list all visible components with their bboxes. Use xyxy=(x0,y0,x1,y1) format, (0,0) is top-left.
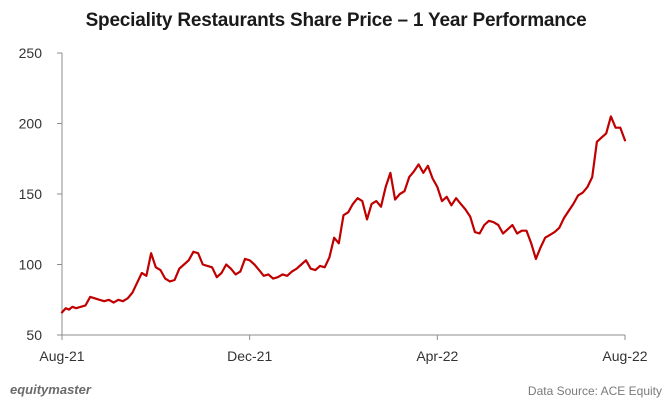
brand-logo: equitymaster xyxy=(10,382,91,397)
x-tick-label: Apr-22 xyxy=(416,348,458,364)
y-tick-label: 100 xyxy=(19,257,43,273)
y-tick-label: 50 xyxy=(26,327,42,343)
y-tick-label: 150 xyxy=(19,186,43,202)
x-tick-label: Dec-21 xyxy=(227,348,272,364)
x-tick-label: Aug-22 xyxy=(602,348,647,364)
y-tick-label: 250 xyxy=(19,45,43,61)
series-line-share-price xyxy=(60,115,627,314)
chart-title: Speciality Restaurants Share Price – 1 Y… xyxy=(85,10,587,31)
x-tick-label: Aug-21 xyxy=(39,348,84,364)
y-tick-label: 200 xyxy=(19,116,43,132)
data-source-note: Data Source: ACE Equity xyxy=(527,384,662,398)
